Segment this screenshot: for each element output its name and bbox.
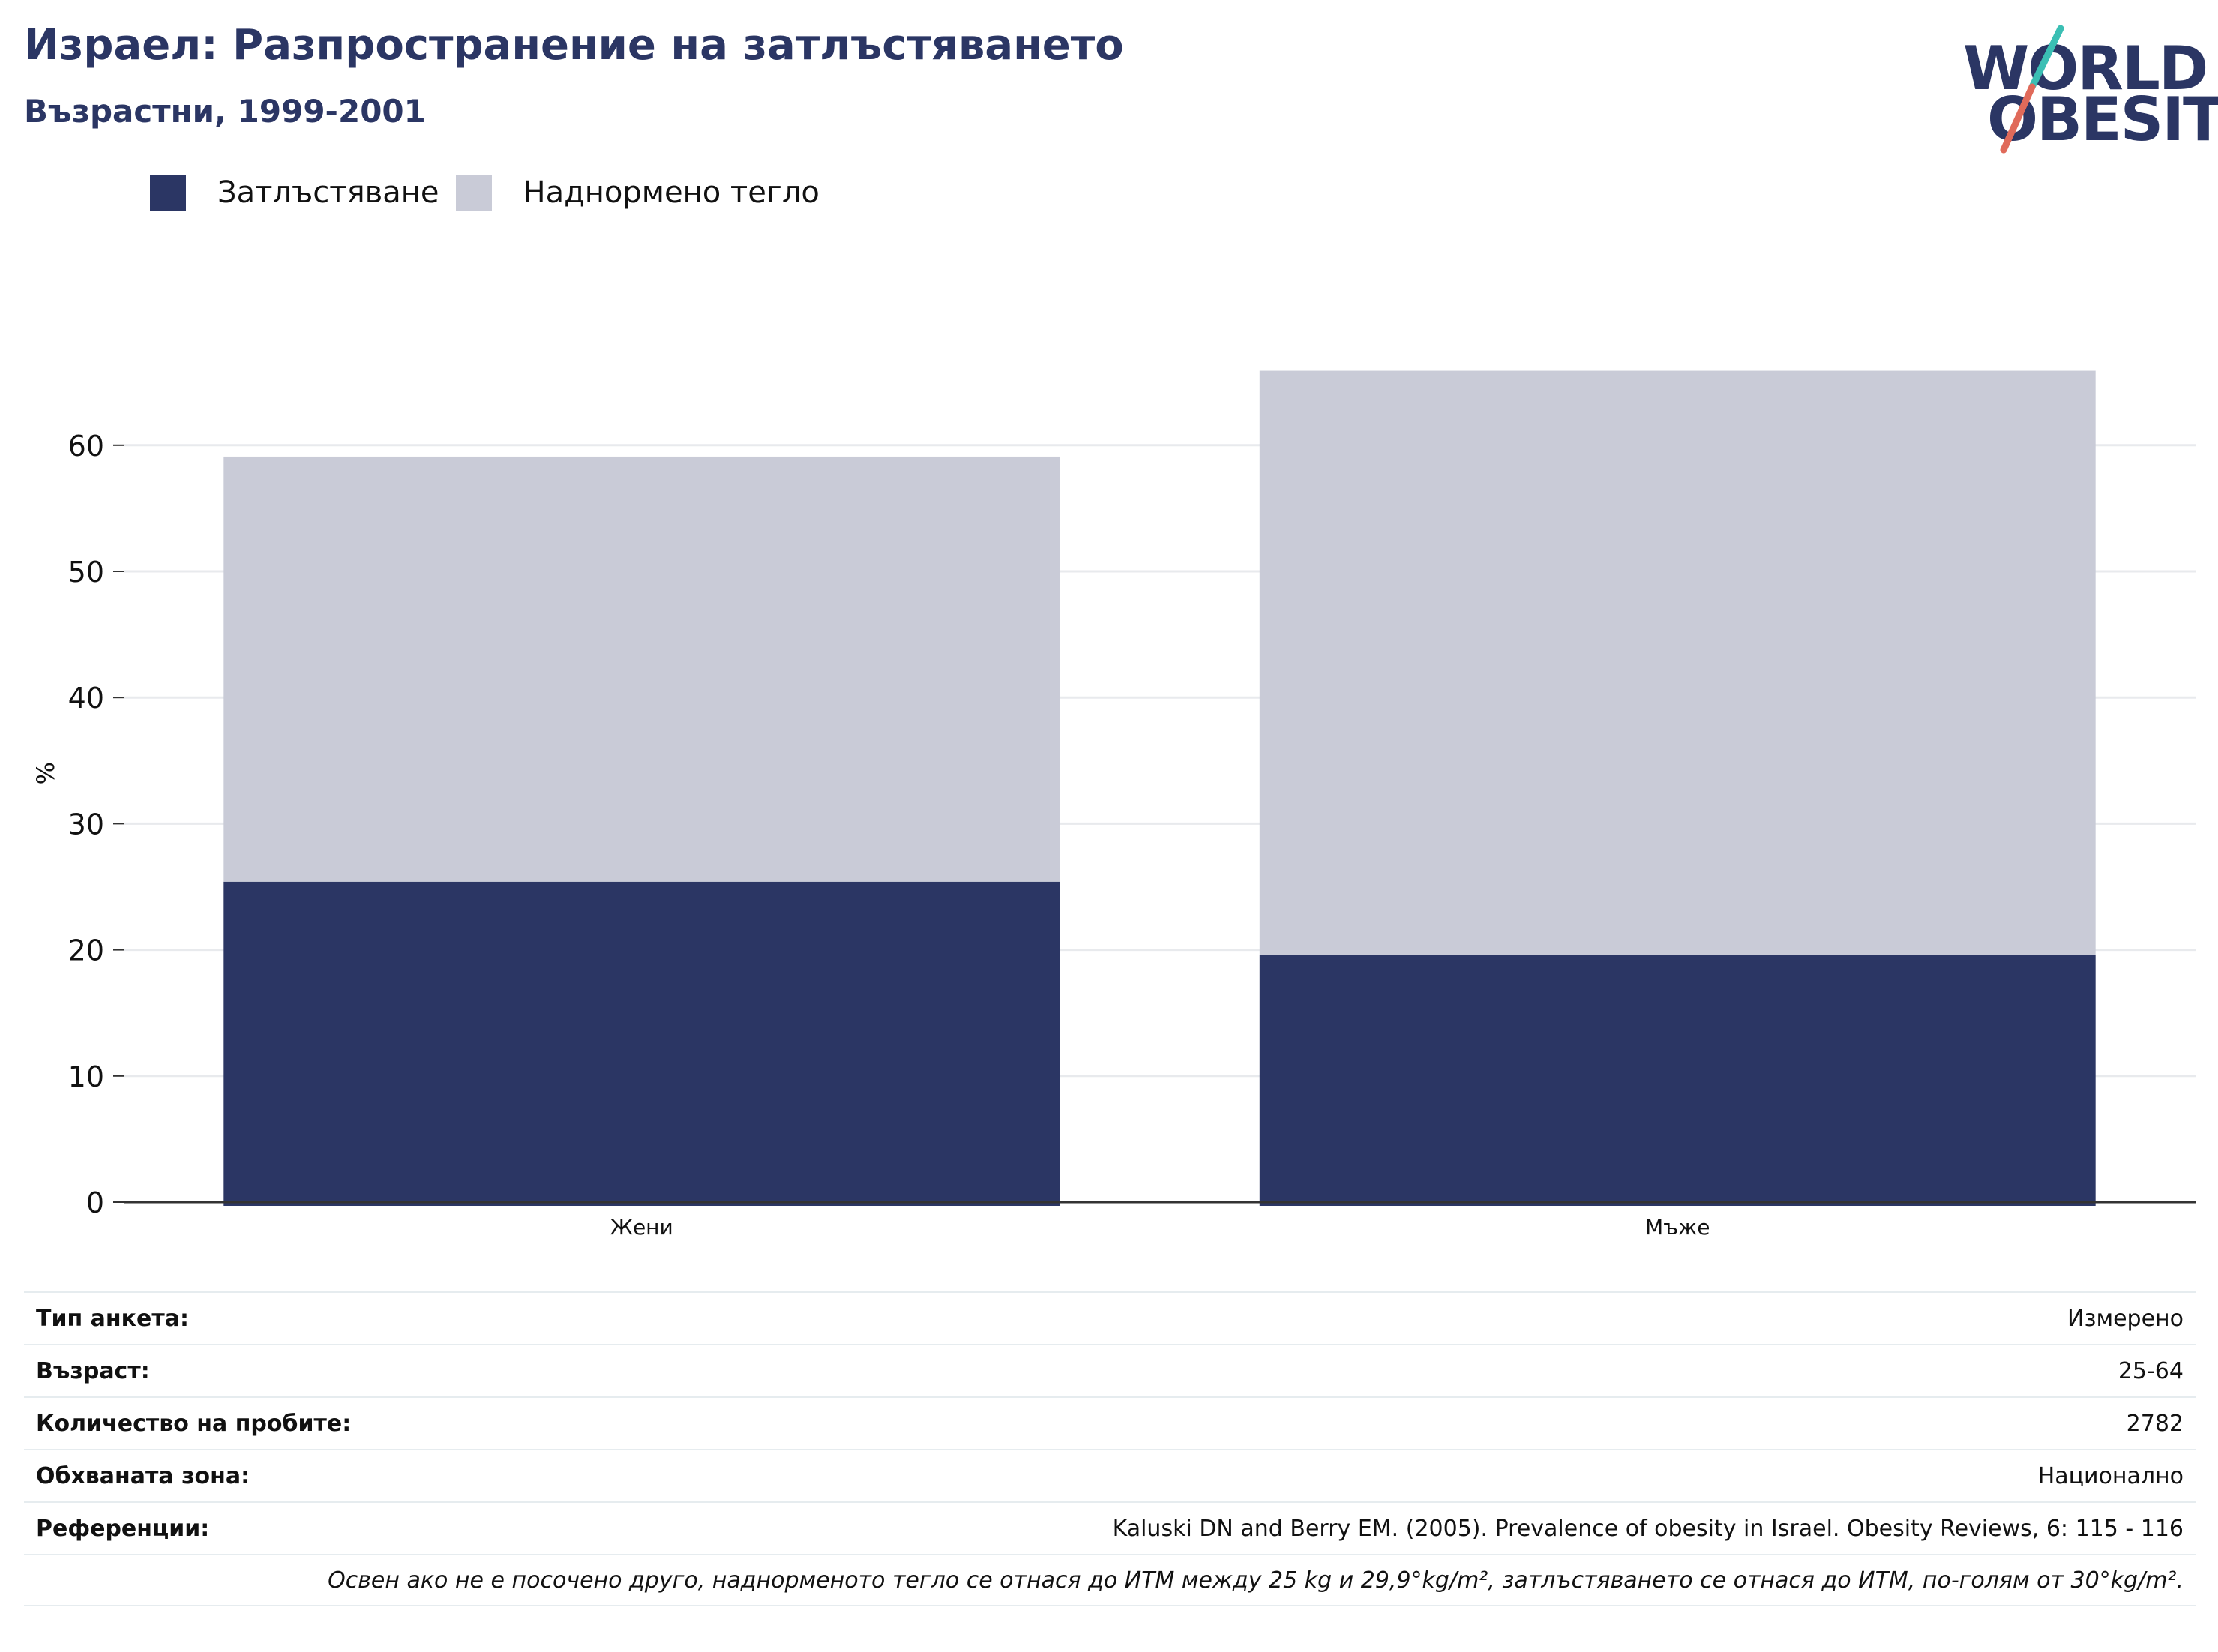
info-row-note: Освен ако не е посочено друго, наднормен… [24,1554,2196,1606]
chart-legend: Затлъстяване Наднормено тегло [150,174,836,211]
x-tick-label: Жени [610,1215,673,1240]
legend-swatch-obesity [150,175,186,211]
info-label: Референции: [36,1515,210,1542]
info-label: Тип анкета: [36,1305,189,1332]
info-row-sample-size: Количество на пробите: 2782 [24,1396,2196,1449]
y-tick-label: 50 [68,556,104,589]
y-tick-label: 30 [68,808,104,841]
bar-obesity-women [223,881,1060,1206]
y-tick-label: 10 [68,1060,104,1093]
logo-text-world: WORLD [1963,34,2208,103]
chart-subtitle: Възрастни, 1999-2001 [24,93,426,130]
bar-overweight-men [1259,370,2096,955]
info-row-survey-type: Тип анкета: Измерено [24,1291,2196,1344]
legend-label-obesity: Затлъстяване [217,175,439,210]
info-value: 2782 [2126,1410,2184,1437]
logo-slash-icon [2000,25,2064,154]
y-tick-label: 60 [68,430,104,463]
y-tick-label: 40 [68,682,104,715]
info-row-age: Възраст: 25-64 [24,1344,2196,1396]
info-value: Национално [2037,1462,2184,1489]
y-tick-label: 20 [68,934,104,967]
y-axis-label: % [31,762,60,784]
legend-item-overweight: Наднормено тегло [455,175,820,211]
x-tick-label: Мъже [1645,1215,1710,1240]
bar-overweight-women [223,456,1060,882]
info-row-references: Референции: Kaluski DN and Berry EM. (20… [24,1501,2196,1554]
chart-title: Израел: Разпространение на затлъстяванет… [24,21,1124,70]
info-value: 25-64 [2118,1357,2184,1384]
info-label: Възраст: [36,1357,150,1384]
world-obesity-logo: WORLD OBESITY [1950,22,2218,157]
info-value: Kaluski DN and Berry EM. (2005). Prevale… [1112,1515,2184,1542]
info-label: Количество на пробите: [36,1410,352,1437]
info-label: Обхваната зона: [36,1462,250,1489]
stacked-bar-chart: 0 10 20 30 40 50 60% Жени Мъже [31,370,2196,1240]
legend-item-obesity: Затлъстяване [150,175,439,211]
info-row-area: Обхваната зона: Национално [24,1449,2196,1501]
legend-swatch-overweight [455,175,492,211]
y-tick-label: 0 [86,1186,104,1219]
bar-obesity-men [1259,955,2096,1206]
legend-label-overweight: Наднормено тегло [523,175,820,210]
definition-note: Освен ако не е посочено друго, наднормен… [328,1567,2184,1594]
survey-info-table: Тип анкета: Измерено Възраст: 25-64 Коли… [24,1291,2196,1606]
info-value: Измерено [2067,1305,2184,1332]
